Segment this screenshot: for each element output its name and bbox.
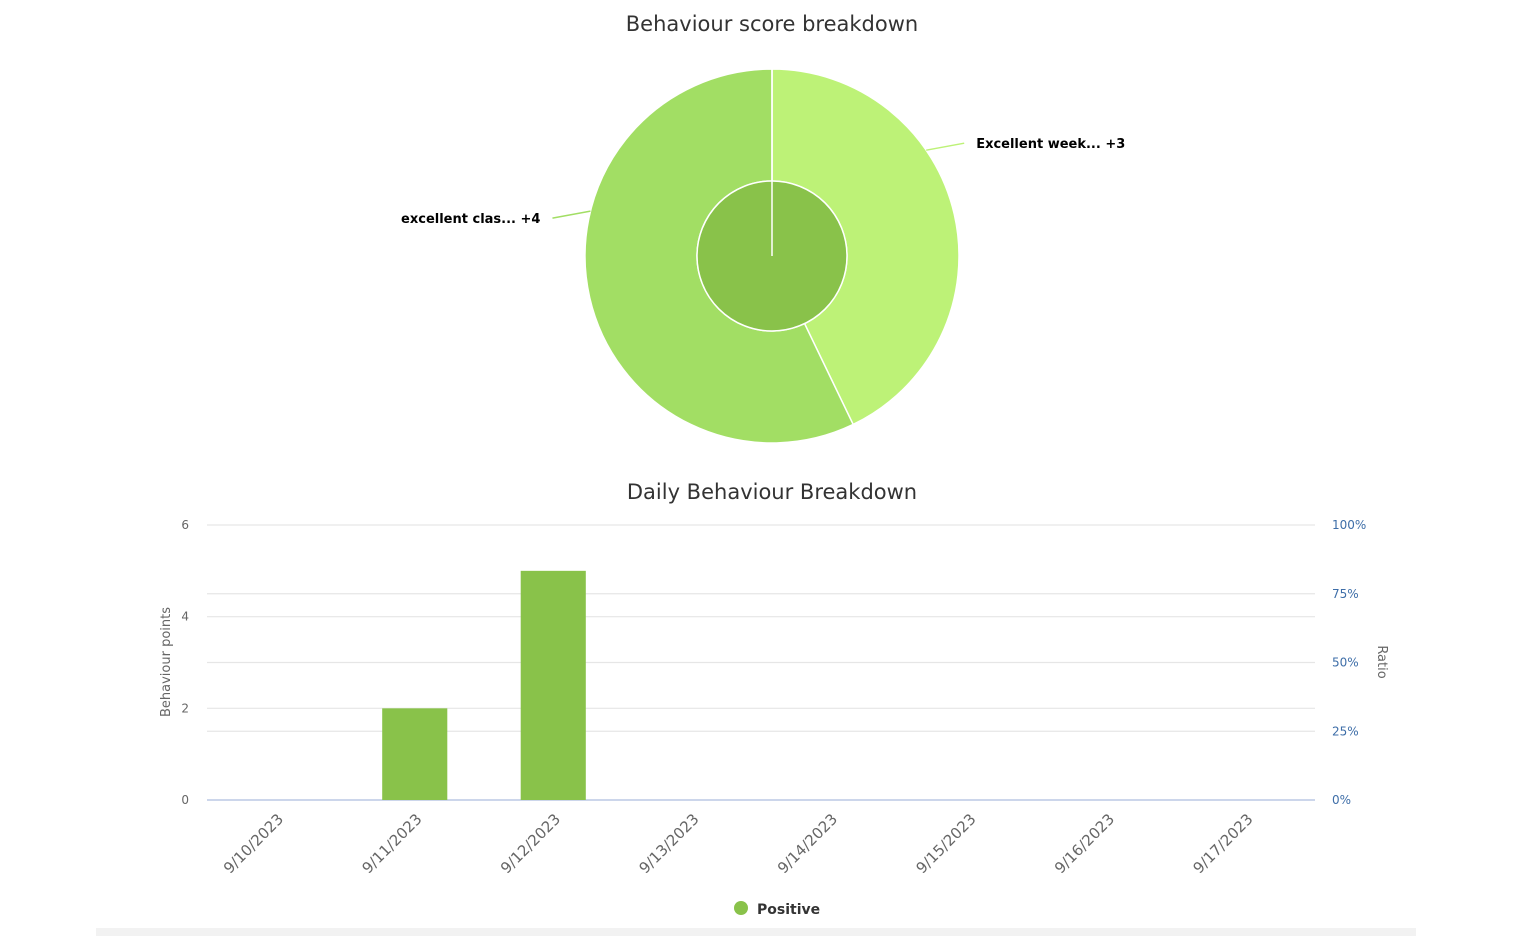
x-tick-label: 9/16/2023 [1051,810,1118,877]
bar-chart-title: Daily Behaviour Breakdown [627,480,917,504]
donut-chart: Excellent week... +3 excellent clas... +4 [401,68,1125,444]
x-tick-label: 9/13/2023 [635,810,702,877]
y-axis-ticks: 0 2 4 6 [181,518,189,807]
x-tick-label: 9/11/2023 [358,810,425,877]
legend-label: Positive [757,902,820,918]
bar-series-positive[interactable] [382,570,586,800]
x-tick-label: 9/14/2023 [774,810,841,877]
donut-data-label-1: excellent clas... +4 [401,212,540,227]
donut-label-connector-1 [552,210,591,219]
y2-tick-label: 0% [1332,793,1351,807]
footer-strip [96,928,1416,936]
legend-item-positive[interactable]: Positive [734,901,820,918]
y2-tick-label: 75% [1332,587,1359,601]
y2-axis-title: Ratio [1374,645,1389,678]
donut-chart-title: Behaviour score breakdown [626,12,918,36]
donut-data-label-0: Excellent week... +3 [976,137,1125,152]
y2-tick-label: 100% [1332,518,1366,532]
x-axis-ticks: 9/10/2023 9/11/2023 9/12/2023 9/13/2023 9/14… [220,810,1257,877]
y-tick-label: 6 [181,518,189,532]
bar-9/11/2023[interactable] [382,708,448,800]
legend-marker-icon [734,901,748,915]
y-tick-label: 0 [181,793,189,807]
y-tick-label: 4 [181,610,189,624]
bar-9/12/2023[interactable] [520,570,586,800]
bar-chart-grid [207,524,1315,801]
x-tick-label: 9/12/2023 [497,810,564,877]
y2-axis-ticks: 0% 25% 50% 75% 100% [1332,518,1366,807]
y-axis-title: Behaviour points [159,607,174,717]
x-tick-label: 9/15/2023 [912,810,979,877]
y2-tick-label: 50% [1332,656,1359,670]
y2-tick-label: 25% [1332,724,1359,738]
x-tick-label: 9/17/2023 [1189,810,1256,877]
donut-label-connector-0 [926,142,965,151]
y-tick-label: 2 [181,701,189,715]
x-tick-label: 9/10/2023 [220,810,287,877]
